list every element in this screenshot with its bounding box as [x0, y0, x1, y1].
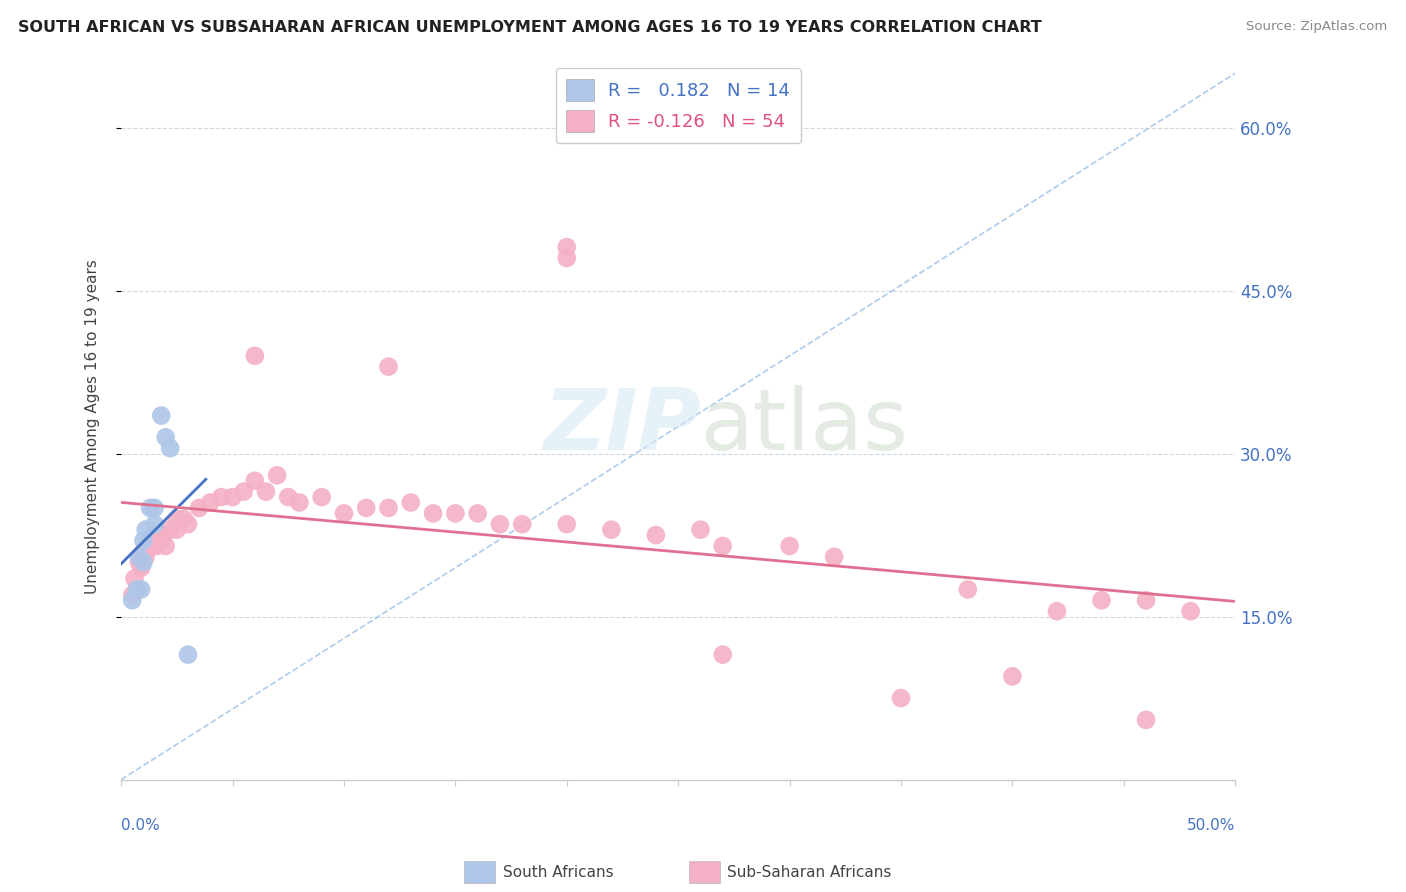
Point — [711, 539, 734, 553]
Point — [254, 484, 277, 499]
Point — [377, 359, 399, 374]
Point — [1001, 669, 1024, 683]
Point — [221, 490, 243, 504]
Point — [129, 560, 152, 574]
Point — [277, 490, 299, 504]
Point — [689, 523, 711, 537]
Point — [399, 495, 422, 509]
Point — [132, 533, 155, 548]
Point — [555, 251, 578, 265]
Text: 0.0%: 0.0% — [121, 819, 160, 833]
Point — [188, 500, 211, 515]
Y-axis label: Unemployment Among Ages 16 to 19 years: Unemployment Among Ages 16 to 19 years — [86, 259, 100, 594]
Text: SOUTH AFRICAN VS SUBSAHARAN AFRICAN UNEMPLOYMENT AMONG AGES 16 TO 19 YEARS CORRE: SOUTH AFRICAN VS SUBSAHARAN AFRICAN UNEM… — [18, 20, 1042, 35]
Point — [555, 517, 578, 532]
Point — [135, 549, 157, 564]
Point — [166, 523, 188, 537]
Point — [209, 490, 232, 504]
Point — [1135, 593, 1157, 607]
Point — [159, 523, 181, 537]
Point — [1180, 604, 1202, 618]
Text: 50.0%: 50.0% — [1187, 819, 1236, 833]
Text: ZIP: ZIP — [543, 385, 700, 468]
Point — [128, 549, 150, 564]
Point — [644, 528, 666, 542]
Point — [243, 349, 266, 363]
Text: Sub-Saharan Africans: Sub-Saharan Africans — [727, 865, 891, 880]
Legend: R =   0.182   N = 14, R = -0.126   N = 54: R = 0.182 N = 14, R = -0.126 N = 54 — [555, 68, 800, 143]
Point — [243, 474, 266, 488]
Point — [124, 572, 146, 586]
Point — [200, 495, 222, 509]
Point — [125, 582, 148, 597]
Point — [711, 648, 734, 662]
Point — [956, 582, 979, 597]
Point — [152, 528, 174, 542]
Point — [266, 468, 288, 483]
Point — [177, 648, 200, 662]
Point — [155, 539, 177, 553]
Point — [143, 533, 166, 548]
Point — [1135, 713, 1157, 727]
Point — [159, 441, 181, 455]
Point — [121, 593, 143, 607]
Point — [135, 523, 157, 537]
Point — [146, 539, 169, 553]
Point — [143, 517, 166, 532]
Point — [143, 500, 166, 515]
Point — [125, 582, 148, 597]
Point — [128, 555, 150, 569]
Point — [141, 539, 163, 553]
Point — [779, 539, 801, 553]
Point — [139, 500, 162, 515]
Point — [377, 500, 399, 515]
Point — [139, 539, 162, 553]
Point — [311, 490, 333, 504]
Point — [555, 240, 578, 254]
Point — [467, 507, 489, 521]
Point — [177, 517, 200, 532]
Point — [489, 517, 512, 532]
Point — [444, 507, 467, 521]
Point — [1090, 593, 1112, 607]
Point — [129, 582, 152, 597]
Point — [288, 495, 311, 509]
Text: Source: ZipAtlas.com: Source: ZipAtlas.com — [1247, 20, 1388, 33]
Point — [232, 484, 254, 499]
Point — [510, 517, 533, 532]
Point — [136, 539, 159, 553]
Point — [121, 588, 143, 602]
Point — [333, 507, 356, 521]
Point — [354, 500, 377, 515]
Point — [173, 512, 195, 526]
Point — [132, 555, 155, 569]
Text: South Africans: South Africans — [503, 865, 614, 880]
Text: atlas: atlas — [700, 385, 908, 468]
Point — [1046, 604, 1069, 618]
Point — [600, 523, 623, 537]
Point — [155, 430, 177, 444]
Point — [890, 691, 912, 706]
Point — [422, 507, 444, 521]
Point — [166, 512, 188, 526]
Point — [150, 409, 173, 423]
Point — [823, 549, 845, 564]
Point — [132, 544, 155, 558]
Point — [150, 533, 173, 548]
